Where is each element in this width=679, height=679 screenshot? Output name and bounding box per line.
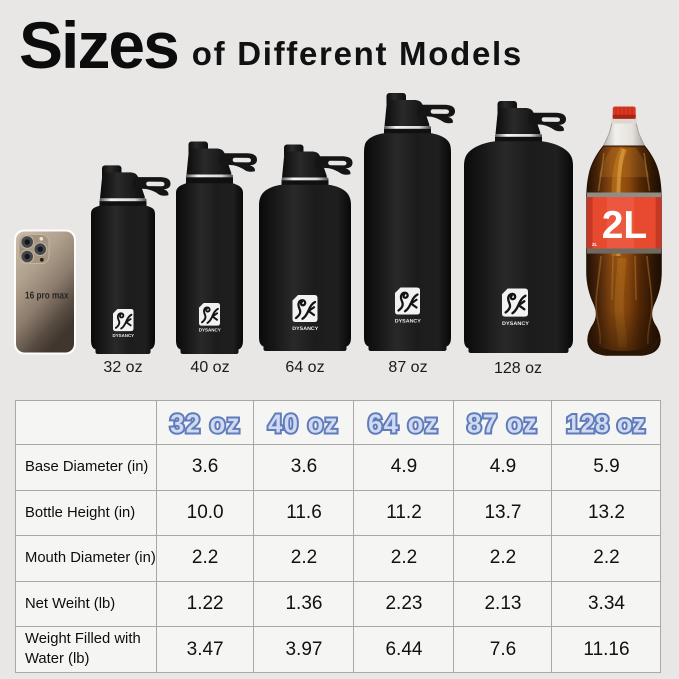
svg-text:40 oz: 40 oz [269, 410, 340, 438]
svg-text:2L: 2L [592, 242, 598, 247]
svg-text:16 pro max: 16 pro max [25, 291, 69, 302]
svg-text:DYSANCY: DYSANCY [199, 328, 221, 333]
svg-text:DYSANCY: DYSANCY [395, 319, 422, 325]
svg-text:128 oz: 128 oz [567, 411, 646, 438]
svg-text:87 oz: 87 oz [468, 410, 539, 438]
svg-text:2L: 2L [602, 204, 648, 247]
svg-text:DYSANCY: DYSANCY [502, 321, 530, 327]
svg-text:64 oz: 64 oz [369, 410, 440, 438]
svg-text:DYSANCY: DYSANCY [292, 326, 319, 332]
svg-text:DYSANCY: DYSANCY [113, 333, 135, 338]
svg-text:32 oz: 32 oz [170, 410, 241, 438]
